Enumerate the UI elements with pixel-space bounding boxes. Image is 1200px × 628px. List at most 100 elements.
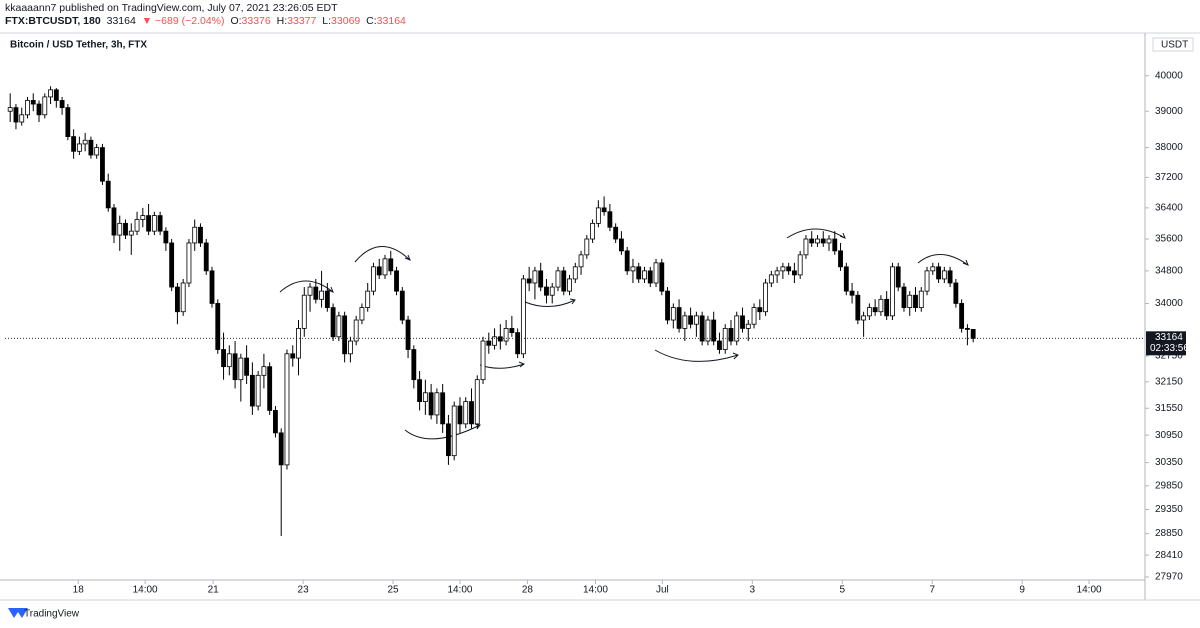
- candle-body: [267, 366, 273, 411]
- candle-body: [163, 230, 169, 244]
- candle-body: [82, 139, 88, 145]
- candle-body: [947, 270, 953, 284]
- x-tick-label: 18: [73, 585, 85, 596]
- candle-body: [48, 89, 53, 98]
- arrow-head: [327, 286, 334, 293]
- candle-body: [180, 282, 186, 313]
- candle-body: [584, 238, 590, 256]
- candle-body: [780, 266, 786, 272]
- candle-body: [970, 329, 976, 339]
- candle-body: [670, 307, 676, 321]
- candle-body: [434, 392, 440, 416]
- change: ▼ −689 (−2.04%): [142, 15, 225, 27]
- candle-body: [140, 215, 146, 220]
- candle-body: [128, 230, 134, 236]
- y-tick-label: 32750: [1155, 351, 1183, 362]
- candle-body: [757, 307, 763, 313]
- candle-body: [878, 298, 884, 313]
- arrow-head: [404, 254, 411, 261]
- y-tick-label: 36400: [1155, 203, 1183, 214]
- candle-body: [198, 226, 203, 244]
- candle-body: [169, 242, 175, 288]
- candle-body: [209, 270, 215, 304]
- candle-body: [244, 357, 250, 376]
- candle-body: [815, 238, 820, 244]
- candle-body: [659, 262, 665, 292]
- candle-body: [353, 319, 359, 342]
- candle-body: [791, 270, 797, 276]
- candle-body: [849, 290, 855, 296]
- candle-body: [740, 315, 745, 329]
- quote-line: FTX:BTCUSDT, 180 33164 ▼ −689 (−2.04%) O…: [5, 15, 406, 27]
- candle-body: [884, 298, 890, 317]
- candle-body: [572, 266, 578, 280]
- candle-body: [53, 89, 59, 101]
- curve-arrow: [279, 280, 334, 293]
- candle-body: [301, 294, 307, 329]
- candle-body: [843, 266, 849, 292]
- y-tick-label: 28410: [1155, 550, 1183, 561]
- brand: TradingView: [24, 609, 80, 620]
- candle-body: [717, 340, 722, 350]
- candle-body: [503, 327, 509, 342]
- curve-arrow: [654, 349, 739, 362]
- last-price-label: 33164: [1155, 332, 1183, 343]
- candle-body: [474, 379, 480, 425]
- last-price-box: [1146, 331, 1186, 356]
- candle-body: [76, 143, 82, 152]
- candle-body: [682, 315, 688, 329]
- candle-body: [111, 207, 117, 236]
- arrow-head: [518, 361, 526, 368]
- x-tick-label: 7: [929, 585, 935, 596]
- candle-body: [347, 340, 353, 355]
- candle-body: [221, 349, 226, 368]
- candle-body: [451, 405, 457, 457]
- curve-arrow: [917, 254, 969, 266]
- ohlc-label: O:: [230, 15, 241, 27]
- candle-body: [734, 315, 740, 342]
- candle-body: [561, 270, 567, 292]
- y-tick-label: 35600: [1155, 234, 1183, 245]
- candle-body: [866, 307, 872, 317]
- candle-body: [532, 270, 538, 284]
- candle-body: [226, 353, 232, 368]
- candle-body: [803, 238, 809, 256]
- candle-body: [359, 307, 365, 321]
- candle-body: [25, 100, 30, 116]
- candle-body: [722, 327, 728, 350]
- candle-body: [890, 266, 895, 317]
- candle-body: [273, 410, 278, 434]
- x-tick-label: 28: [522, 585, 534, 596]
- candle-body: [290, 353, 296, 359]
- y-tick-label: 40000: [1155, 70, 1183, 81]
- currency: USDT: [1161, 40, 1188, 51]
- candle-body: [151, 215, 157, 232]
- candle-body: [855, 294, 861, 321]
- candle-body: [330, 307, 336, 338]
- high: 33377: [287, 15, 316, 27]
- candle-body: [786, 266, 792, 272]
- candle-body: [624, 250, 630, 272]
- candle-body: [7, 107, 13, 112]
- open: 33376: [242, 15, 271, 27]
- candle-body: [590, 222, 596, 240]
- candle-body: [913, 294, 918, 308]
- candle-body: [446, 423, 451, 457]
- candle-body: [647, 270, 653, 284]
- candle-body: [826, 238, 832, 244]
- candle-body: [953, 282, 959, 304]
- candle-body: [100, 147, 105, 182]
- candle-body: [676, 307, 682, 329]
- curve-arrow: [524, 299, 576, 307]
- y-tick-label: 39000: [1155, 106, 1183, 117]
- candle-body: [745, 323, 751, 329]
- candle-body: [774, 270, 780, 276]
- candle-body: [284, 353, 290, 466]
- candle-body: [313, 286, 319, 300]
- y-tick-label: 32150: [1155, 376, 1183, 387]
- ohlc-label: H:: [277, 15, 288, 27]
- candle-body: [71, 136, 77, 152]
- ohlc-label: C:: [366, 15, 377, 27]
